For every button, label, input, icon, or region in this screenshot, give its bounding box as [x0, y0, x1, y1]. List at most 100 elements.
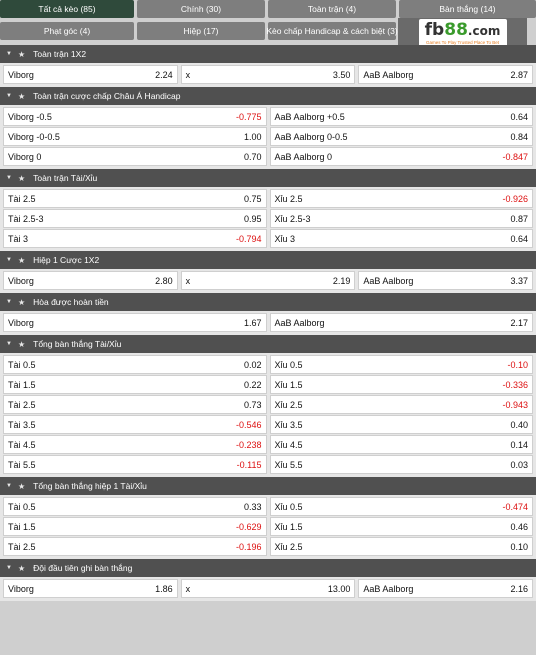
- odds-cell[interactable]: Tài 1.5 -0.629: [3, 517, 267, 536]
- market-section-tong-ban-thang-tai-xiu: ▼ ★ Tổng bàn thắng Tài/Xỉu Tài 0.5 0.02 Xỉu 0…: [0, 335, 536, 477]
- market-header[interactable]: ▼ ★ Toàn trận cược chấp Châu Á Handicap: [0, 87, 536, 105]
- odds-cell[interactable]: Xỉu 2.5-3 0.87: [269, 209, 533, 228]
- collapse-triangle-icon[interactable]: ▼: [6, 483, 12, 489]
- odds-cell[interactable]: AaB Aalborg +0.5 0.64: [269, 107, 533, 126]
- market-header[interactable]: ▼ ★ Toàn trận Tài/Xỉu: [0, 169, 536, 187]
- star-icon[interactable]: ★: [17, 563, 26, 573]
- odds-row: Viborg -0.5 -0.775 AaB Aalborg +0.5 0.64: [3, 107, 533, 126]
- tab-full-time[interactable]: Toàn trận (4): [268, 0, 396, 18]
- selection-label: Viborg 0: [8, 151, 42, 162]
- odds-cell[interactable]: Viborg 1.67: [3, 313, 267, 332]
- odds-cell[interactable]: Tài 1.5 0.22: [3, 375, 267, 394]
- odds-cell[interactable]: AaB Aalborg 0 -0.847: [269, 147, 533, 166]
- odds-row: Tài 4.5 -0.238 Xỉu 4.5 0.14: [3, 435, 533, 454]
- odds-cell[interactable]: Tài 2.5 0.75: [3, 189, 267, 208]
- odds-cell[interactable]: Tài 0.5 0.02: [3, 355, 267, 374]
- odds-cell[interactable]: Xỉu 0.5 -0.474: [269, 497, 533, 516]
- selection-label: Xỉu 3.5: [274, 419, 303, 430]
- odds-cell[interactable]: Xỉu 1.5 -0.336: [269, 375, 533, 394]
- star-icon[interactable]: ★: [17, 339, 26, 349]
- odds-cell[interactable]: Xỉu 3.5 0.40: [269, 415, 533, 434]
- odds-cell[interactable]: Viborg 2.80: [3, 271, 178, 290]
- tab-half[interactable]: Hiệp (17): [137, 22, 265, 40]
- odds-cell[interactable]: Viborg -0.5 -0.775: [3, 107, 267, 126]
- collapse-triangle-icon[interactable]: ▼: [6, 51, 12, 57]
- odds-value: 0.10: [510, 541, 528, 552]
- odds-cell[interactable]: Xỉu 2.5 -0.926: [269, 189, 533, 208]
- odds-value: -0.926: [502, 193, 528, 204]
- odds-cell[interactable]: Tài 3 -0.794: [3, 229, 267, 248]
- odds-cell[interactable]: Xỉu 2.5 0.10: [269, 537, 533, 556]
- odds-cell[interactable]: Xỉu 3 0.64: [269, 229, 533, 248]
- odds-row: Viborg 2.24 x 3.50 AaB Aalborg 2.87: [3, 65, 534, 84]
- odds-value: 1.00: [243, 131, 262, 142]
- selection-label: AaB Aalborg: [363, 583, 414, 594]
- odds-cell[interactable]: AaB Aalborg 2.87: [358, 65, 534, 84]
- market-header[interactable]: ▼ ★ Hòa được hoàn tiền: [0, 293, 536, 311]
- collapse-triangle-icon[interactable]: ▼: [6, 299, 12, 305]
- market-section-hiep-1-cuoc-1x2: ▼ ★ Hiệp 1 Cược 1X2 Viborg 2.80 x 2.19 AaB Aalb…: [0, 251, 536, 293]
- odds-cell[interactable]: Viborg -0-0.5 1.00: [3, 127, 267, 146]
- odds-cell[interactable]: AaB Aalborg 3.37: [358, 271, 534, 290]
- collapse-triangle-icon[interactable]: ▼: [6, 257, 12, 263]
- odds-cell[interactable]: AaB Aalborg 2.17: [269, 313, 533, 332]
- odds-cell[interactable]: Xỉu 2.5 -0.943: [269, 395, 533, 414]
- odds-cell[interactable]: Xỉu 5.5 0.03: [269, 455, 533, 474]
- odds-cell[interactable]: Xỉu 1.5 0.46: [269, 517, 533, 536]
- market-header[interactable]: ▼ ★ Tổng bàn thắng hiệp 1 Tài/Xỉu: [0, 477, 536, 495]
- star-icon[interactable]: ★: [17, 255, 26, 265]
- odds-cell[interactable]: Tài 2.5 0.73: [3, 395, 267, 414]
- tab-corners[interactable]: Phạt góc (4): [0, 22, 134, 40]
- odds-row: Tài 2.5 -0.196 Xỉu 2.5 0.10: [3, 537, 533, 556]
- odds-row: Tài 2.5 0.75 Xỉu 2.5 -0.926: [3, 189, 533, 208]
- odds-value: 1.86: [155, 583, 173, 594]
- market-header[interactable]: ▼ ★ Tổng bàn thắng Tài/Xỉu: [0, 335, 536, 353]
- star-icon[interactable]: ★: [17, 297, 26, 307]
- logo-wordmark: fb88.com: [424, 19, 501, 40]
- odds-cell[interactable]: x 2.19: [180, 271, 356, 290]
- star-icon[interactable]: ★: [17, 481, 26, 491]
- collapse-triangle-icon[interactable]: ▼: [6, 341, 12, 347]
- selection-label: AaB Aalborg 0: [274, 151, 333, 162]
- market-title: Hòa được hoàn tiền: [33, 297, 109, 307]
- odds-cell[interactable]: Viborg 1.86: [3, 579, 178, 598]
- odds-cell[interactable]: Xỉu 0.5 -0.10: [269, 355, 533, 374]
- selection-label: AaB Aalborg 0-0.5: [274, 131, 348, 142]
- tab-handicap[interactable]: Kèo chấp Handicap & cách biệt (3): [266, 22, 398, 40]
- odds-cell[interactable]: Viborg 2.24: [3, 65, 178, 84]
- odds-value: 0.03: [510, 459, 528, 470]
- collapse-triangle-icon[interactable]: ▼: [6, 565, 12, 571]
- market-rows: Tài 0.5 0.33 Xỉu 0.5 -0.474 Tài 1.5 -0.629 Xỉu…: [0, 495, 536, 559]
- odds-cell[interactable]: Tài 0.5 0.33: [3, 497, 267, 516]
- market-header[interactable]: ▼ ★ Đội đầu tiên ghi bàn thắng: [0, 559, 536, 577]
- selection-label: AaB Aalborg: [363, 275, 414, 286]
- collapse-triangle-icon[interactable]: ▼: [6, 175, 12, 181]
- fb88-logo[interactable]: fb88.com Games To Play Trusted Place To …: [398, 18, 527, 48]
- odds-cell[interactable]: Tài 4.5 -0.238: [3, 435, 267, 454]
- star-icon[interactable]: ★: [17, 49, 26, 59]
- odds-cell[interactable]: Tài 2.5-3 0.95: [3, 209, 267, 228]
- odds-cell[interactable]: Xỉu 4.5 0.14: [269, 435, 533, 454]
- tab-all-markets[interactable]: Tất cả kèo (85): [0, 0, 134, 18]
- selection-label: Tài 1.5: [8, 379, 36, 390]
- odds-cell[interactable]: Tài 5.5 -0.115: [3, 455, 267, 474]
- odds-cell[interactable]: Viborg 0 0.70: [3, 147, 267, 166]
- collapse-triangle-icon[interactable]: ▼: [6, 93, 12, 99]
- odds-cell[interactable]: x 3.50: [180, 65, 356, 84]
- odds-cell[interactable]: Tài 3.5 -0.546: [3, 415, 267, 434]
- odds-value: 2.24: [155, 69, 173, 80]
- star-icon[interactable]: ★: [17, 173, 26, 183]
- market-header[interactable]: ▼ ★ Toàn trận 1X2: [0, 45, 536, 63]
- tab-main[interactable]: Chính (30): [137, 0, 265, 18]
- selection-label: Xỉu 2.5-3: [274, 213, 311, 224]
- selection-label: Viborg -0-0.5: [8, 131, 60, 142]
- odds-cell[interactable]: AaB Aalborg 2.16: [358, 579, 534, 598]
- odds-value: -0.474: [502, 501, 528, 512]
- tab-goals[interactable]: Bàn thắng (14): [399, 0, 536, 18]
- market-header[interactable]: ▼ ★ Hiệp 1 Cược 1X2: [0, 251, 536, 269]
- odds-cell[interactable]: Tài 2.5 -0.196: [3, 537, 267, 556]
- odds-value: -0.775: [235, 111, 262, 122]
- star-icon[interactable]: ★: [17, 91, 26, 101]
- odds-cell[interactable]: AaB Aalborg 0-0.5 0.84: [269, 127, 533, 146]
- odds-cell[interactable]: x 13.00: [180, 579, 356, 598]
